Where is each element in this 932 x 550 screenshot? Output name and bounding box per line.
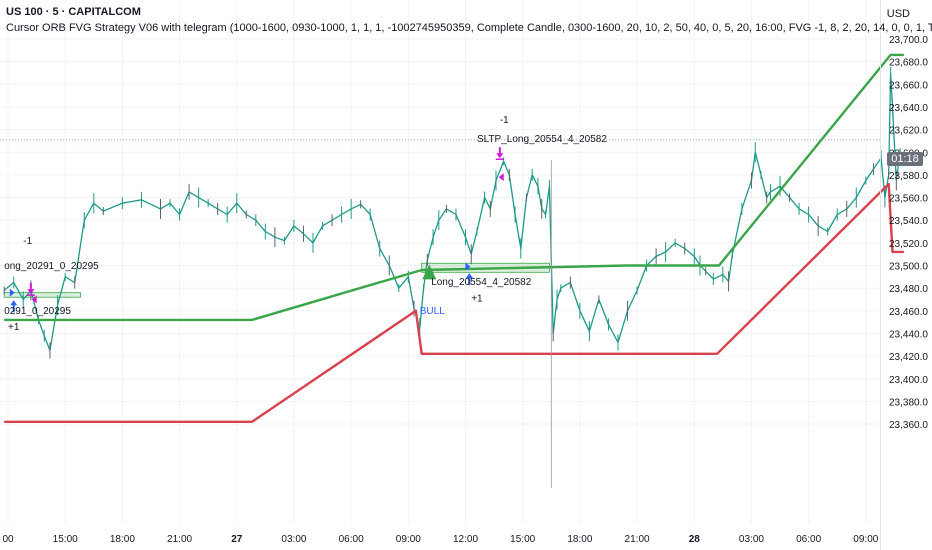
x-tick-label: 03:00 <box>739 534 764 545</box>
signal-label: ong_20291_0_20295 <box>4 261 99 272</box>
x-tick-label: 06:00 <box>796 534 821 545</box>
signal-markers <box>9 147 504 313</box>
x-tick-label: 03:00 <box>281 534 306 545</box>
y-tick-label: 23,500.0 <box>889 262 928 273</box>
y-tick-label: 23,400.0 <box>889 375 928 386</box>
exit-flag-icon <box>31 295 37 304</box>
time-axis[interactable]: 00 15:00 18:00 21:00 27 03:00 06:00 09:00 12:00 1… <box>2 534 878 545</box>
x-tick-label: 27 <box>231 534 243 545</box>
x-tick-label: 06:00 <box>339 534 364 545</box>
y-tick-label: 23,520.0 <box>889 239 928 250</box>
red-stop-line <box>4 182 904 423</box>
long-entry-arrow-icon <box>10 300 18 313</box>
x-tick-label: 21:00 <box>625 534 650 545</box>
x-tick-label: 15:00 <box>53 534 78 545</box>
long-entry-arrow-icon <box>465 273 473 286</box>
symbol-title[interactable]: US 100 · 5 · CAPITALCOM <box>6 6 141 18</box>
y-tick-label: 23,460.0 <box>889 307 928 318</box>
entry-flag-icon <box>465 262 471 271</box>
green-stop-line <box>4 53 904 322</box>
signal-labels: -1 ong_20291_0_20295 0291_0_20295 +1 -1 SLTP_… <box>4 115 607 333</box>
y-tick-label: 23,680.0 <box>889 58 928 69</box>
y-tick-label: 23,440.0 <box>889 329 928 340</box>
x-tick-label: 18:00 <box>567 534 592 545</box>
y-tick-label: 23,480.0 <box>889 284 928 295</box>
stop-lines <box>4 53 904 423</box>
signal-label: 0291_0_20295 <box>4 306 71 317</box>
signal-label: Long_20554_4_20582 <box>431 277 532 288</box>
y-tick-label: 23,560.0 <box>889 194 928 205</box>
exit-flag-icon <box>498 173 504 182</box>
signal-label: +1 <box>471 294 483 305</box>
y-tick-label: 23,640.0 <box>889 103 928 114</box>
signal-label: -1 <box>23 236 32 247</box>
price-line <box>3 72 901 352</box>
signal-label: +1 <box>8 322 20 333</box>
axis-separator <box>880 0 881 550</box>
y-tick-label: 23,700.0 <box>889 35 928 46</box>
x-tick-label: 15:00 <box>510 534 535 545</box>
y-tick-label: 23,660.0 <box>889 80 928 91</box>
y-tick-label: 23,420.0 <box>889 352 928 363</box>
signal-label: BULL <box>420 306 445 317</box>
y-tick-label: 23,380.0 <box>889 397 928 408</box>
x-tick-label: 00 <box>2 534 14 545</box>
x-tick-label: 09:00 <box>396 534 421 545</box>
y-tick-label: 23,580.0 <box>889 171 928 182</box>
x-tick-label: 28 <box>689 534 701 545</box>
price-axis[interactable]: 23,360.0 23,380.0 23,400.0 23,420.0 23,440.0… <box>889 35 928 431</box>
x-tick-label: 18:00 <box>110 534 135 545</box>
y-tick-label: 23,360.0 <box>889 420 928 431</box>
x-tick-label: 12:00 <box>453 534 478 545</box>
y-tick-label: 23,620.0 <box>889 126 928 137</box>
exit-arrow-icon <box>496 147 504 159</box>
currency-label[interactable]: USD <box>886 8 910 20</box>
grid <box>0 0 880 524</box>
signal-label: SLTP_Long_20554_4_20582 <box>477 134 607 145</box>
fvg-zone <box>3 292 81 298</box>
study-legend[interactable]: Cursor ORB FVG Strategy V06 with telegra… <box>6 22 932 34</box>
bull-triangle-icon <box>422 264 437 280</box>
x-tick-label: 21:00 <box>167 534 192 545</box>
bar-countdown-tag: 01:18 <box>887 152 923 166</box>
x-tick-label: 09:00 <box>853 534 878 545</box>
exit-arrow-icon <box>27 283 35 295</box>
y-tick-label: 23,540.0 <box>889 216 928 227</box>
price-series <box>3 66 901 359</box>
signal-label: -1 <box>500 115 509 126</box>
entry-flag-icon <box>9 288 15 297</box>
